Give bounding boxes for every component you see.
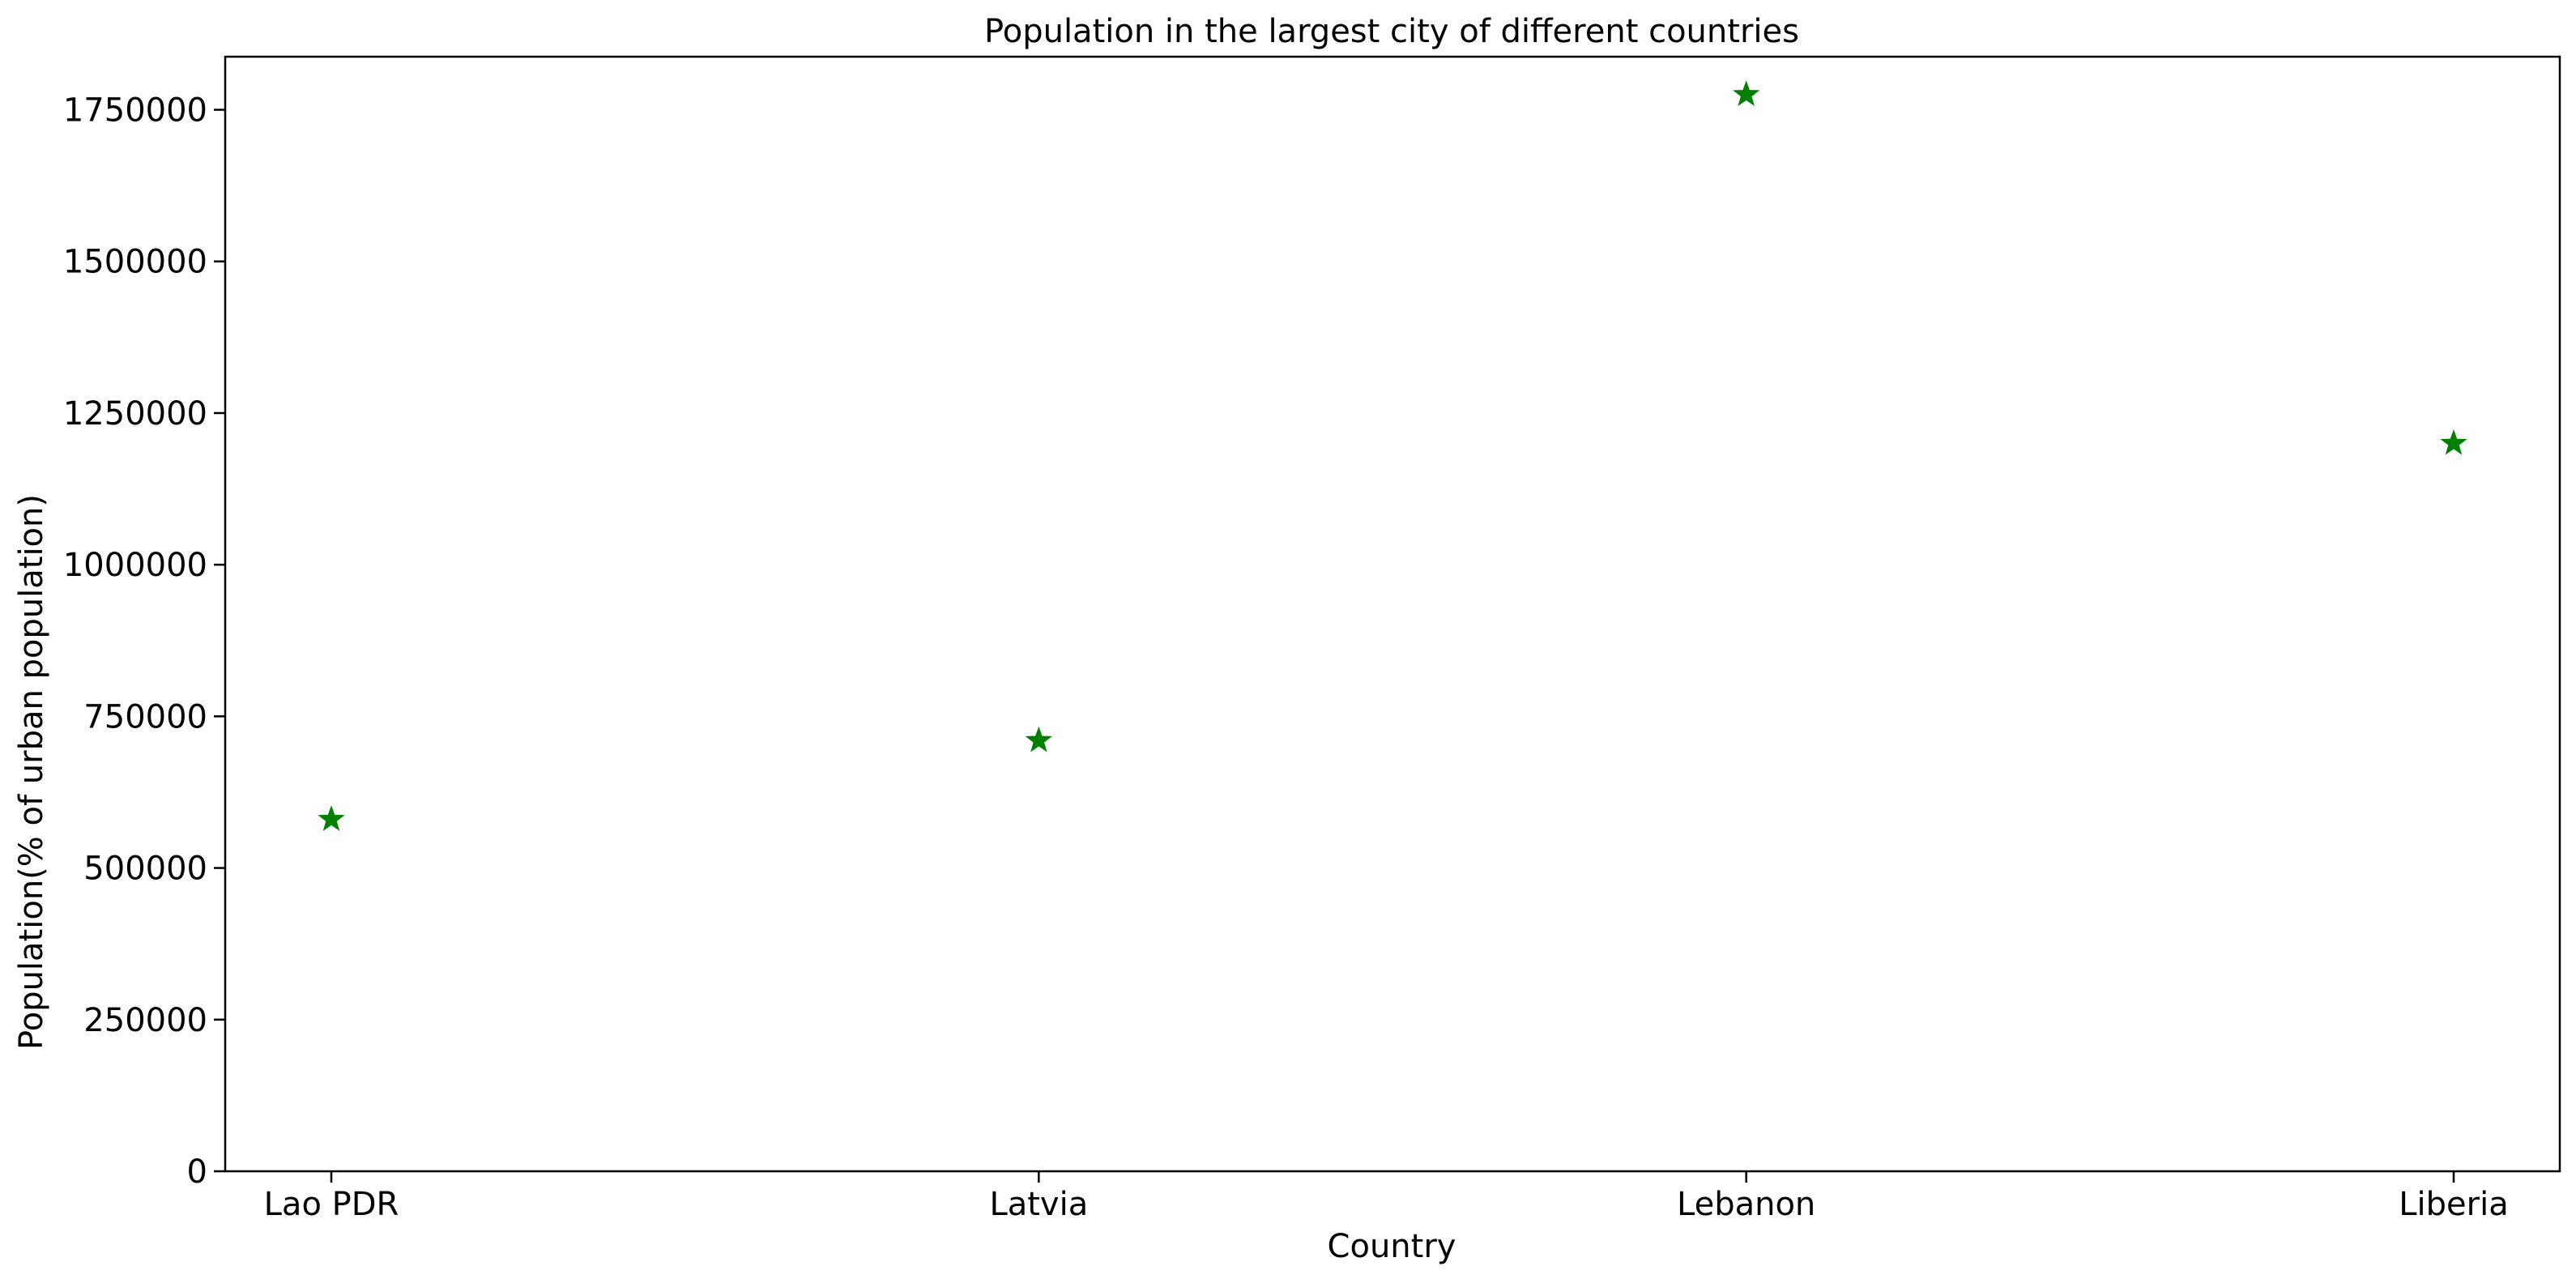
data-point-star bbox=[2440, 428, 2467, 455]
y-tick-label: 1500000 bbox=[63, 244, 207, 281]
data-points bbox=[318, 80, 2467, 831]
x-tick-label: Lebanon bbox=[1677, 1186, 1815, 1223]
y-tick-label: 1250000 bbox=[63, 395, 207, 433]
y-axis-title: Population(% of urban population) bbox=[13, 494, 50, 1050]
y-tick-label: 0 bbox=[187, 1153, 207, 1191]
y-tick-label: 750000 bbox=[83, 698, 207, 735]
y-tick-label: 250000 bbox=[83, 1002, 207, 1039]
data-point-star bbox=[318, 805, 345, 831]
y-tick-label: 1000000 bbox=[63, 547, 207, 584]
x-axis-title: Country bbox=[1328, 1228, 1456, 1265]
plot-frame bbox=[224, 55, 2561, 1173]
y-axis: 0 250000 500000 750000 1000000 1250000 1500000… bbox=[63, 92, 225, 1191]
x-axis: Lao PDR Latvia Lebanon Liberia bbox=[264, 1171, 2509, 1223]
y-tick-label: 1750000 bbox=[63, 92, 207, 130]
x-tick-label: Latvia bbox=[989, 1186, 1088, 1223]
y-tick-label: 500000 bbox=[83, 851, 207, 888]
chart-title: Population in the largest city of differ… bbox=[984, 13, 1799, 50]
data-point-star bbox=[1025, 726, 1052, 752]
x-tick-label: Lao PDR bbox=[264, 1186, 399, 1223]
x-tick-label: Liberia bbox=[2399, 1186, 2508, 1223]
data-point-star bbox=[1733, 80, 1760, 106]
